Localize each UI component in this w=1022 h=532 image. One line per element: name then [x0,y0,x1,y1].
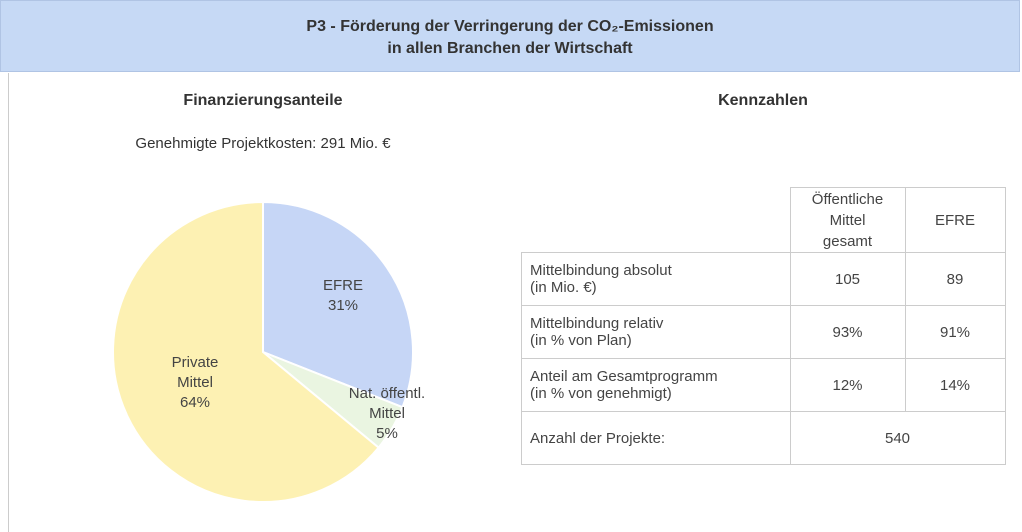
title-line: P3 - Förderung der Verringerung der CO₂-… [306,18,714,35]
value-cell: 14% [904,358,1006,412]
blank-cell [522,188,791,253]
row-label: Anzahl der Projekte: [521,411,791,465]
value-cell: 540 [789,411,1006,465]
slice-label: Nat. öffentl. Mittel 5% [332,384,442,444]
header-row: Öffentliche Mittel gesamt EFRE [522,187,1006,253]
pie-slice [262,200,414,409]
value-label: 64% [179,394,211,411]
row-label: Mittelbindung relativ (in % von Plan) [521,305,791,359]
column-header: Öffentliche Mittel gesamt [789,187,906,253]
table: Öffentliche Mittel gesamt EFRE Mittelbin… [521,187,1006,465]
note-text: (in % von Plan) [530,332,632,349]
category-label: EFRE [322,277,363,294]
value-label: 5% [376,425,398,442]
slice-label: EFRE 31% [303,276,383,316]
title-line: in allen Branchen der Wirtschaft [387,40,633,57]
label-text: Mittelbindung relativ [530,315,664,332]
row-label: Mittelbindung absolut (in Mio. €) [521,252,791,306]
label-text: Anzahl der Projekte: [530,429,666,447]
row-label: Anteil am Gesamtprogramm (in % von genehm… [521,358,791,412]
slice-label: Private Mittel 64% [160,353,230,413]
label-text: Anteil am Gesamtprogramm [530,368,718,385]
header-text: Öffentliche Mittel gesamt [811,190,884,250]
value-cell: 12% [789,358,906,412]
value-cell: 105 [789,252,906,306]
table-row: Mittelbindung absolut (in Mio. €) 105 89 [521,252,1006,306]
value-cell: 89 [904,252,1006,306]
value-cell: 91% [904,305,1006,359]
chart-subtitle: Genehmigte Projektkosten: 291 Mio. € [135,135,391,152]
table-title: Kennzahlen [718,92,808,109]
label-text: Mittelbindung absolut [530,262,672,279]
column-header: EFRE [904,187,1006,253]
table-row: Anteil am Gesamtprogramm (in % von genehm… [521,358,1006,412]
note-text: (in % von genehmigt) [530,385,672,402]
category-label: Nat. öffentl. Mittel [348,385,426,422]
category-label: Private Mittel [171,354,219,391]
table-row: Anzahl der Projekte: 540 [521,411,1006,465]
chart-title: Finanzierungsanteile [183,92,343,109]
pie-slice [112,200,380,503]
header: P3 - Förderung der Verringerung der CO₂-… [0,0,1020,72]
frame-line [8,73,9,532]
value-cell: 93% [789,305,906,359]
value-label: 31% [327,297,359,314]
note-text: (in Mio. €) [530,279,597,296]
table-row: Mittelbindung relativ (in % von Plan) 93% 9… [521,305,1006,359]
